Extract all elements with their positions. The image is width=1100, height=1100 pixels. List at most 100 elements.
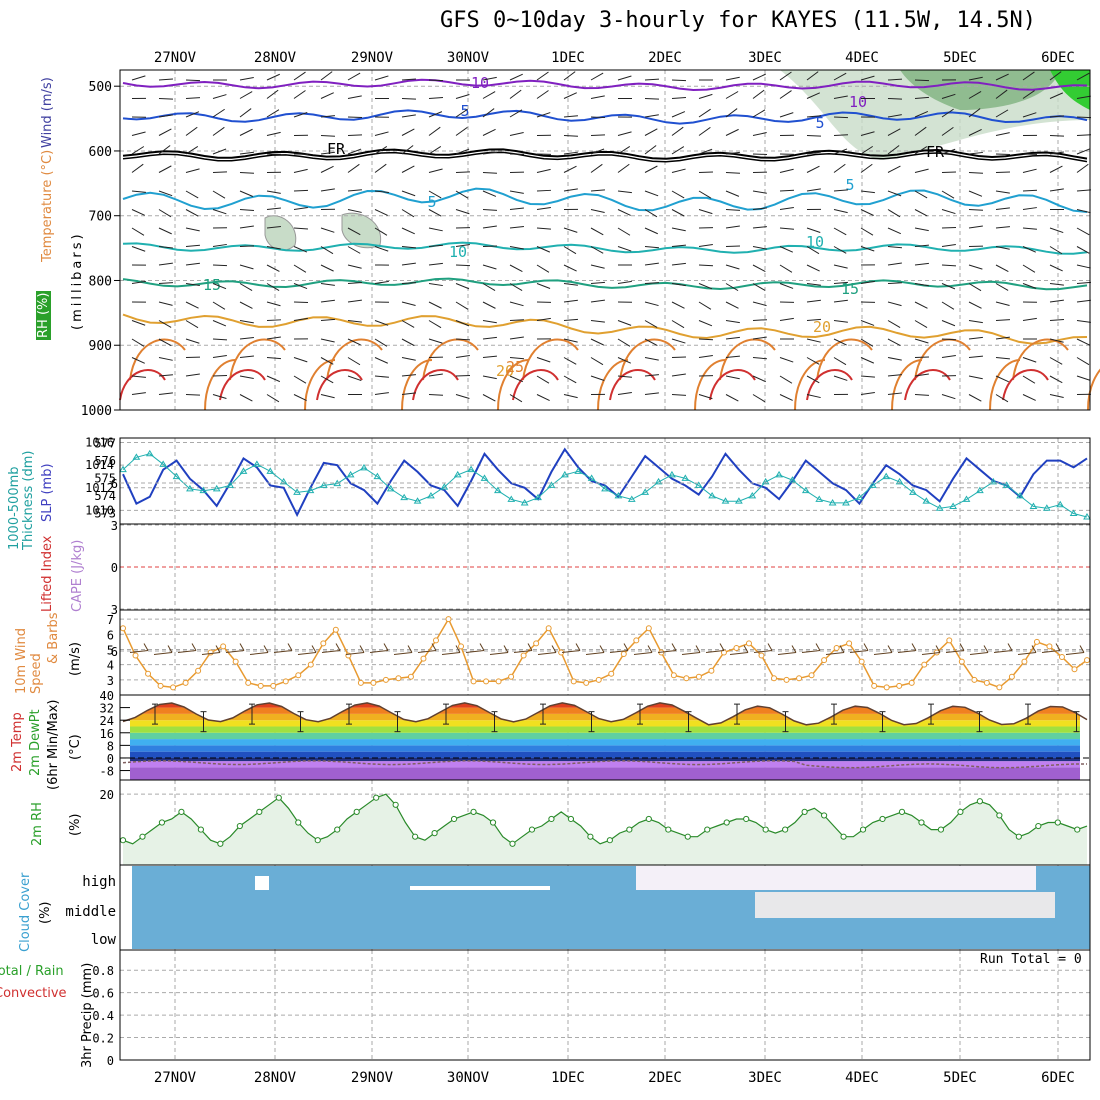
thickness-point-9	[239, 467, 248, 474]
wind-barb-5-34	[1049, 165, 1063, 173]
wind-barb-4-21	[698, 148, 713, 155]
wind-barb-12-29	[914, 301, 928, 309]
wind-barb-9-20	[671, 244, 686, 247]
tick-label-precip-0: 0.8	[92, 964, 114, 978]
tick-label-temp2m-2: 24	[100, 714, 114, 728]
wind10-point-70	[996, 684, 1003, 691]
upper-temp-label: Temperature (°C)	[40, 149, 55, 262]
wind-barb-15-25	[806, 357, 820, 365]
wind10-barb-flag-21	[647, 645, 653, 653]
contour-label-0: 10	[471, 74, 489, 92]
wind10-point-20	[370, 679, 377, 686]
wind-barb-4-13	[482, 151, 497, 155]
warm-arc-red-2	[316, 369, 363, 401]
wind-barb-17-22	[725, 394, 739, 402]
wind-barb-15-24	[779, 357, 794, 363]
wind-barb-2-3	[212, 108, 225, 118]
wind-barb-8-35	[1076, 227, 1090, 236]
wind-barb-14-22	[725, 336, 740, 340]
wind10-point-11	[257, 682, 264, 689]
wind-barb-5-13	[482, 172, 498, 174]
wind-barb-15-8	[347, 357, 361, 366]
wind-barb-13-4	[239, 320, 254, 324]
wind-barb-1-16	[563, 92, 577, 99]
thickness-point-25	[453, 470, 462, 478]
wind-barb-2-26	[833, 116, 849, 119]
wind-barb-7-0	[131, 209, 145, 216]
wind-barb-14-26	[833, 338, 847, 346]
wind-barb-6-31	[968, 190, 983, 197]
rh2m-point-70	[801, 808, 808, 815]
wind-barb-3-2	[185, 126, 198, 136]
wind-barb-1-2	[185, 97, 201, 99]
wind10-barb-3	[201, 652, 221, 655]
wind-barb-2-23	[752, 109, 766, 118]
wind10-barb-16	[513, 650, 533, 653]
thickness-point-6	[199, 486, 208, 494]
thickness-point-4	[172, 472, 181, 480]
rh2m-point-22	[334, 826, 341, 833]
wind-barb-17-20	[671, 394, 687, 396]
wind-barb-4-11	[428, 146, 442, 155]
wind-barb-0-8	[347, 72, 361, 81]
wind-barb-2-5	[266, 109, 280, 118]
wind-barb-12-10	[401, 301, 416, 306]
wind-barb-16-18	[617, 375, 632, 378]
thickness-point-43	[694, 481, 703, 488]
wind-barb-2-32	[995, 109, 1009, 118]
wind10-sub-label: & Barbs	[46, 612, 61, 664]
wind-barb-12-32	[995, 301, 1010, 307]
wind-barb-9-28	[887, 246, 902, 249]
rh2m-point-30	[412, 833, 419, 840]
thickness-point-0	[119, 465, 127, 473]
wind-barb-5-15	[536, 168, 551, 173]
thickness-point-24	[440, 483, 449, 490]
wind-barb-5-7	[320, 165, 334, 173]
wind-barb-11-29	[914, 283, 929, 287]
contour-label-right-0: 10	[849, 93, 867, 111]
wind10-barb-7	[297, 652, 317, 655]
wind-barb-1-13	[482, 91, 496, 99]
wind-barb-1-10	[401, 98, 417, 100]
wind-barb-3-28	[887, 128, 901, 136]
wind-barb-0-31	[968, 76, 983, 81]
wind10-point-52	[771, 675, 778, 682]
wind-barb-8-33	[1022, 227, 1037, 230]
slp-series-line	[122, 447, 1088, 518]
wind-barb-11-13	[482, 283, 496, 292]
wind10-barb-flag-31	[887, 645, 893, 653]
wind-barb-6-35	[1076, 189, 1091, 192]
wind-barb-6-6	[293, 189, 309, 192]
rh2m-point-82	[918, 819, 925, 826]
temp2m-series-line	[122, 702, 1088, 726]
wind-barb-2-12	[455, 108, 468, 118]
wind10-barb-25	[729, 652, 749, 655]
wind-barb-5-12	[455, 171, 471, 173]
date-label-top-1: 28NOV	[254, 50, 297, 66]
thickness-point-21	[400, 493, 409, 501]
wind10-barb-21	[633, 652, 653, 655]
date-label-bottom-5: 2DEC	[648, 1070, 682, 1086]
thickness-point-28	[494, 486, 502, 494]
wind-barb-9-2	[185, 244, 200, 247]
wind-barb-9-10	[401, 246, 416, 249]
wind-barb-8-14	[509, 226, 524, 229]
tick-label-slp-0: 1016	[85, 436, 114, 450]
wind-barb-9-34	[1049, 246, 1063, 255]
wind-barb-15-28	[887, 357, 902, 361]
cloud-level-label-1: middle	[65, 904, 116, 920]
wind-barb-5-18	[617, 163, 630, 173]
thickness-point-58	[895, 477, 904, 485]
warm-arc-orange2-3	[497, 359, 529, 411]
tick-label-slp-1: 1014	[85, 458, 114, 472]
wind10-point-60	[871, 682, 878, 689]
wind-barb-2-31	[968, 108, 981, 118]
wind-barb-7-23	[752, 207, 767, 210]
wind-barb-9-8	[347, 246, 361, 254]
wind-barb-15-32	[995, 357, 1010, 360]
wind-barb-9-14	[509, 246, 524, 250]
rh2m-point-32	[431, 830, 438, 837]
wind-barb-17-12	[455, 394, 470, 400]
thickness-point-35	[587, 474, 596, 481]
wind-barb-14-3	[212, 338, 228, 341]
